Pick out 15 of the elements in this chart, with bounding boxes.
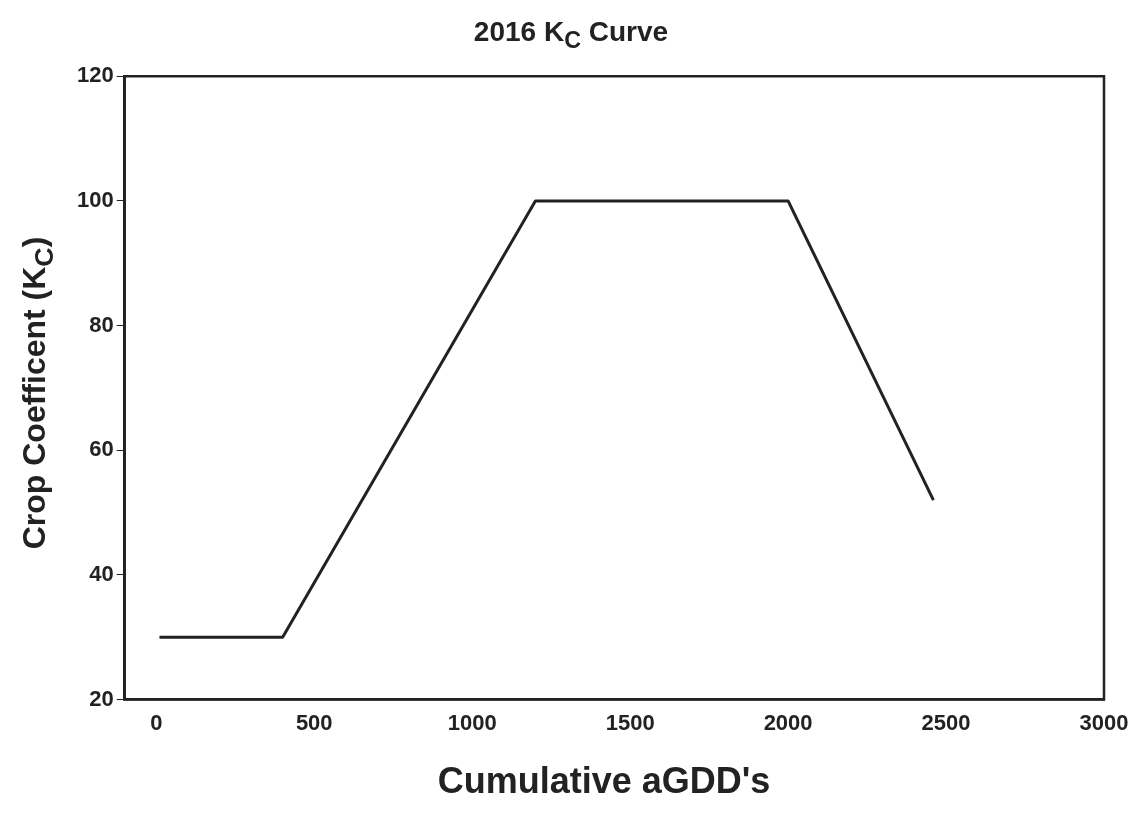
x-tick-label: 2500 — [921, 709, 971, 735]
y-tick-label: 60 — [89, 436, 114, 462]
x-tick-label: 0 — [150, 709, 163, 735]
x-tick-label: 1500 — [605, 709, 655, 735]
y-tick-label: 20 — [89, 685, 114, 711]
y-tick-label: 80 — [89, 311, 114, 337]
x-axis-title: Cumulative aGDD's — [436, 760, 772, 802]
y-tick-label: 120 — [76, 62, 114, 88]
chart-title: 2016 K$_{C}$ Curve — [472, 16, 670, 54]
y-tick-label: 40 — [89, 560, 114, 586]
x-tick-label: 1000 — [447, 709, 497, 735]
x-tick-label: 2000 — [763, 709, 813, 735]
x-tick-label: 3000 — [1079, 709, 1129, 735]
y-tick-label: 100 — [76, 186, 114, 212]
x-tick-label: 500 — [295, 709, 333, 735]
